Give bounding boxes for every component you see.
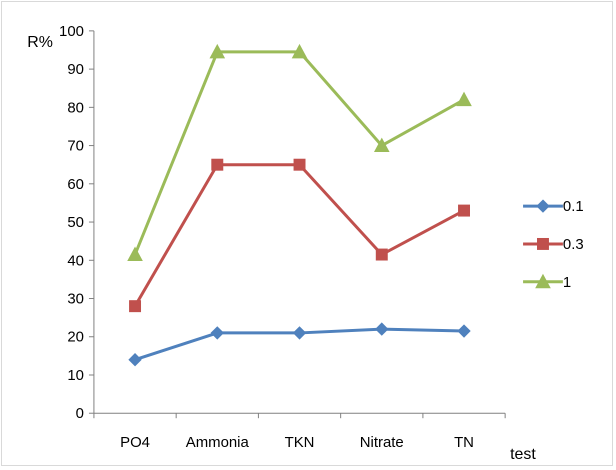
data-point bbox=[129, 300, 142, 313]
data-point bbox=[375, 248, 388, 261]
y-tick-label: 80 bbox=[67, 99, 84, 116]
data-point bbox=[210, 326, 224, 340]
x-axis-title: test bbox=[510, 446, 536, 463]
legend-marker bbox=[536, 199, 550, 213]
x-tick-label: TN bbox=[454, 434, 474, 451]
data-point bbox=[375, 322, 389, 336]
series-0.3 bbox=[129, 158, 470, 313]
data-point bbox=[457, 324, 471, 338]
legend-marker bbox=[535, 273, 551, 289]
y-tick-label: 10 bbox=[67, 367, 84, 384]
legend-item: 0.1 bbox=[523, 198, 584, 215]
series-1 bbox=[127, 43, 472, 261]
data-point bbox=[128, 353, 142, 367]
data-point bbox=[456, 91, 472, 107]
y-tick-label: 20 bbox=[67, 329, 84, 346]
line-chart: R% test 0 10 20 30 40 50 60 70 80 90 100 PO4 Ammoni… bbox=[27, 23, 584, 463]
y-tick-label: 30 bbox=[67, 290, 84, 307]
y-tick-label: 100 bbox=[59, 23, 84, 40]
y-tick-label: 60 bbox=[67, 176, 84, 193]
y-tick-label: 40 bbox=[67, 252, 84, 269]
data-point bbox=[293, 158, 306, 171]
x-tick-labels: PO4 Ammonia TKN Nitrate TN bbox=[93, 413, 506, 451]
data-point bbox=[211, 158, 224, 171]
y-tick-labels: 0 10 20 30 40 50 60 70 80 90 100 bbox=[59, 23, 94, 422]
data-point bbox=[373, 137, 390, 153]
y-tick-label: 90 bbox=[67, 61, 84, 78]
x-tick-label: Nitrate bbox=[360, 434, 404, 451]
y-axis-title: R% bbox=[27, 34, 53, 51]
y-tick-label: 50 bbox=[67, 214, 84, 231]
data-point bbox=[127, 246, 143, 261]
legend: 0.1 0.3 1 bbox=[523, 198, 584, 291]
x-tick-label: TKN bbox=[285, 434, 315, 451]
legend-label: 0.1 bbox=[563, 198, 584, 215]
data-point bbox=[209, 43, 226, 59]
data-point bbox=[291, 43, 308, 59]
series-lines bbox=[127, 43, 472, 367]
data-point bbox=[458, 204, 470, 217]
y-tick-label: 70 bbox=[67, 138, 84, 155]
x-tick-label: Ammonia bbox=[186, 434, 250, 451]
data-point bbox=[292, 326, 307, 340]
legend-item: 0.3 bbox=[523, 236, 584, 253]
series-0.1 bbox=[128, 322, 471, 367]
legend-label: 1 bbox=[563, 274, 571, 291]
legend-marker bbox=[537, 237, 549, 250]
x-tick-label: PO4 bbox=[120, 434, 150, 451]
series-line bbox=[133, 163, 465, 307]
legend-item: 1 bbox=[523, 274, 571, 291]
legend-label: 0.3 bbox=[563, 236, 584, 253]
y-tick-label: 0 bbox=[76, 405, 84, 422]
